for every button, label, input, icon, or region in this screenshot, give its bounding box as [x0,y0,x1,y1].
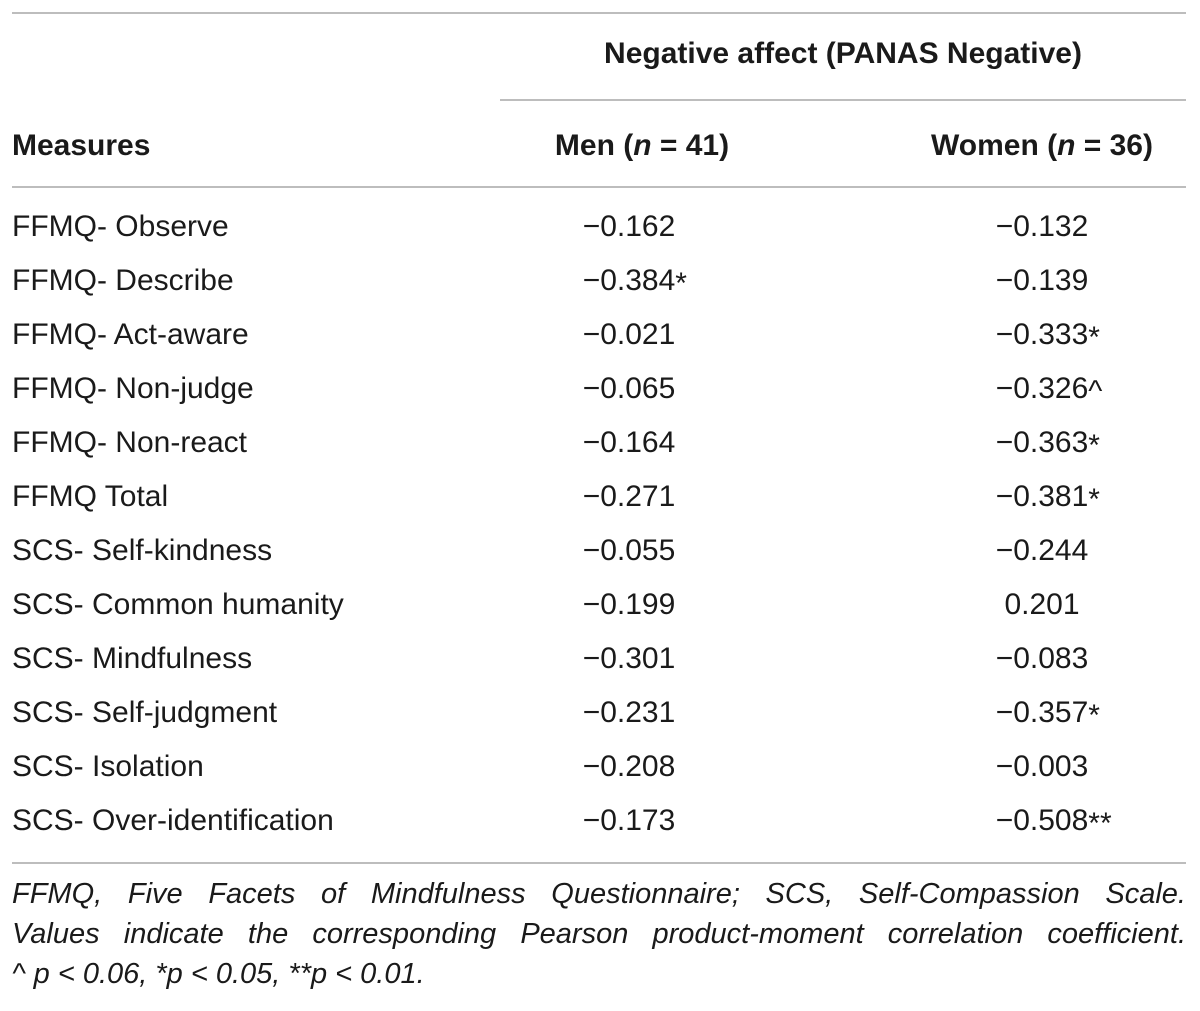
men-significance-mark: * [675,267,687,300]
men-cell: −0.208 [479,747,779,787]
women-cell: −0.363 * [892,423,1192,463]
women-significance-mark: ** [1088,807,1112,840]
column-header-measures: Measures [12,129,151,162]
table-row: FFMQ- Observe −0.162 −0.132 [12,207,1186,261]
men-value: −0.164 [582,426,676,459]
men-cell: −0.199 [479,585,779,625]
women-significance-mark: * [1088,483,1100,516]
men-cell: −0.301 [479,639,779,679]
table-row: FFMQ Total −0.271 −0.381 * [12,477,1186,531]
women-cell: −0.139 [892,261,1192,301]
women-significance-mark: ^ [1088,375,1103,408]
women-value: −0.139 [995,264,1089,297]
women-n-symbol: n [1057,129,1076,162]
measure-cell: FFMQ Total [12,480,169,513]
table-bottom-rule [12,862,1186,864]
table-row: SCS- Mindfulness −0.301 −0.083 [12,639,1186,693]
men-cell: −0.231 [479,693,779,733]
measure-cell: SCS- Self-judgment [12,696,278,729]
men-value: −0.208 [582,750,676,783]
women-cell: −0.083 [892,639,1192,679]
table-row: FFMQ- Non-react −0.164 −0.363 * [12,423,1186,477]
women-cell: −0.333 * [892,315,1192,355]
measure-cell: FFMQ- Observe [12,210,229,243]
men-value: −0.271 [582,480,676,513]
women-cell: −0.357 * [892,693,1192,733]
women-value: −0.333 * [996,318,1100,354]
header-rule [12,186,1186,188]
men-value: −0.384 * [583,264,687,300]
table-row: FFMQ- Non-judge −0.065 −0.326 ^ [12,369,1186,423]
column-header-men: Men (n = 41) [442,126,842,166]
men-value: −0.021 [582,318,676,351]
women-label: Women ( [931,129,1058,162]
women-value: −0.132 [995,210,1089,243]
column-header-women: Women (n = 36) [842,126,1200,166]
women-significance-mark: * [1088,429,1100,462]
men-value: −0.162 [582,210,676,243]
measure-cell: SCS- Over-identification [12,804,334,837]
measure-cell: FFMQ- Act-aware [12,318,249,351]
table-footnote: FFMQ, Five Facets of Mindfulness Questio… [12,874,1186,994]
measure-cell: SCS- Isolation [12,750,204,783]
table-row: FFMQ- Describe −0.384 * −0.139 [12,261,1186,315]
men-value: −0.199 [582,588,676,621]
women-value: −0.508 ** [996,804,1112,840]
measure-cell: FFMQ- Non-judge [12,372,254,405]
men-value: −0.055 [582,534,676,567]
men-cell: −0.173 [479,801,779,841]
men-n-symbol: n [633,129,652,162]
measure-cell: SCS- Mindfulness [12,642,253,675]
women-value: −0.357 * [996,696,1100,732]
table-row: SCS- Isolation −0.208 −0.003 [12,747,1186,801]
women-cell: 0.201 [892,585,1192,625]
men-cell: −0.164 [479,423,779,463]
group-header: Negative affect (PANAS Negative) [604,37,1082,70]
women-significance-mark: * [1088,699,1100,732]
men-label: Men ( [554,129,634,162]
men-value: −0.065 [582,372,676,405]
men-count: = 41) [651,129,730,162]
women-value: −0.244 [995,534,1089,567]
table-row: FFMQ- Act-aware −0.021 −0.333 * [12,315,1186,369]
men-cell: −0.384 * [479,261,779,301]
measure-cell: FFMQ- Describe [12,264,234,297]
footnote-significance: ^ p < 0.06, *p < 0.05, **p < 0.01. [12,958,425,990]
table-row: SCS- Common humanity −0.199 0.201 [12,585,1186,639]
women-count: = 36) [1075,129,1153,162]
table-row: SCS- Self-kindness −0.055 −0.244 [12,531,1186,585]
men-value: −0.301 [582,642,676,675]
women-value: −0.083 [995,642,1089,675]
men-cell: −0.271 [479,477,779,517]
table-row: SCS- Over-identification −0.173 −0.508 ** [12,801,1186,855]
measure-cell: SCS- Self-kindness [12,534,273,567]
men-cell: −0.162 [479,207,779,247]
women-value: −0.381 * [996,480,1100,516]
men-value: −0.173 [582,804,676,837]
men-value: −0.231 [582,696,676,729]
women-value: −0.363 * [996,426,1100,462]
women-value: −0.326 ^ [996,372,1103,408]
women-cell: −0.003 [892,747,1192,787]
table-top-rule [12,12,1186,14]
measure-cell: SCS- Common humanity [12,588,344,621]
men-cell: −0.021 [479,315,779,355]
measure-cell: FFMQ- Non-react [12,426,248,459]
women-cell: −0.508 ** [892,801,1192,841]
women-cell: −0.132 [892,207,1192,247]
table-row: SCS- Self-judgment −0.231 −0.357 * [12,693,1186,747]
men-cell: −0.065 [479,369,779,409]
women-cell: −0.326 ^ [892,369,1192,409]
women-cell: −0.381 * [892,477,1192,517]
footnote-abbreviations: FFMQ, Five Facets of Mindfulness Questio… [12,878,1186,910]
women-value: 0.201 [1004,588,1080,621]
table-body: FFMQ- Observe −0.162 −0.132 FFMQ- Descri… [12,207,1186,855]
men-cell: −0.055 [479,531,779,571]
women-significance-mark: * [1088,321,1100,354]
footnote-description: Values indicate the corresponding Pearso… [12,918,1186,950]
group-header-rule [500,99,1186,101]
women-cell: −0.244 [892,531,1192,571]
women-value: −0.003 [995,750,1089,783]
